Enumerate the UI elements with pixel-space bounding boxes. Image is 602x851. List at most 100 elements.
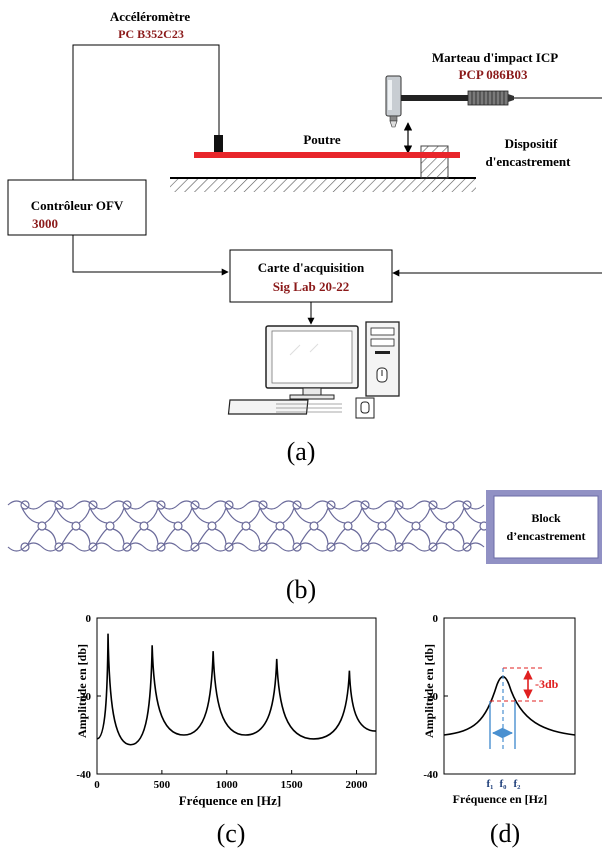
caption-c: (c) xyxy=(217,819,246,848)
chart-d-tick-f0: f₀ xyxy=(500,778,508,790)
lattice-node xyxy=(224,500,234,510)
lattice-node xyxy=(292,542,302,552)
lattice-node xyxy=(122,542,132,552)
lattice-node xyxy=(360,500,370,510)
lattice-node xyxy=(207,521,217,531)
lattice-node xyxy=(326,542,336,552)
lattice-ligament xyxy=(429,507,465,545)
chart-c-ytick-label: -40 xyxy=(76,769,91,781)
lattice-node xyxy=(156,500,166,510)
lattice-bottom-ligaments xyxy=(7,542,485,552)
lattice-node xyxy=(173,521,183,531)
hammer-title: Marteau d'impact ICP xyxy=(432,50,558,65)
accelerometer-wire xyxy=(72,44,220,180)
controller-title: Contrôleur OFV xyxy=(31,198,124,213)
lattice-node xyxy=(377,521,387,531)
chart-c-ticks: 0 500 1000 1500 2000 0 -20 -40 xyxy=(76,613,368,791)
lattice-ligament xyxy=(123,507,159,545)
lattice-ligament xyxy=(225,507,261,545)
beam xyxy=(194,152,460,158)
acquisition-title: Carte d'acquisition xyxy=(258,260,365,275)
lattice-node xyxy=(54,542,64,552)
chart-c-xtick-label: 1500 xyxy=(281,779,304,791)
controller-model: 3000 xyxy=(32,216,58,231)
caption-d: (d) xyxy=(490,819,520,848)
clamp-block xyxy=(420,145,449,179)
lattice-ligament xyxy=(55,507,91,545)
lattice-node xyxy=(258,542,268,552)
acquisition-model: Sig Lab 20-22 xyxy=(273,279,350,294)
lattice-node xyxy=(20,542,30,552)
lattice-node xyxy=(292,500,302,510)
lattice-node xyxy=(88,500,98,510)
chiral-lattice-pattern xyxy=(7,500,499,552)
lattice-node xyxy=(190,500,200,510)
chart-d-ytick-label: -40 xyxy=(423,769,438,781)
chart-c-xtick-label: 2000 xyxy=(346,779,369,791)
chart-c: 0 500 1000 1500 2000 0 -20 -40 Amplitude en [db… xyxy=(75,613,377,848)
lattice-node xyxy=(428,500,438,510)
block-label-line2: d’encastrement xyxy=(506,529,585,543)
lattice-node xyxy=(139,521,149,531)
acquisition-box xyxy=(229,249,393,303)
lattice-node xyxy=(37,521,47,531)
lattice-node xyxy=(411,521,421,531)
impact-hammer-icon xyxy=(385,75,602,128)
chart-d-plot-area xyxy=(443,617,576,775)
lattice-node xyxy=(156,542,166,552)
chart-c-ytick-label: 0 xyxy=(86,613,92,625)
chart-d-xlabel: Fréquence en [Hz] xyxy=(453,792,548,806)
lattice-node xyxy=(241,521,251,531)
lattice-top-ligaments xyxy=(7,500,485,510)
lattice-node xyxy=(190,542,200,552)
lattice-node xyxy=(343,521,353,531)
lattice-ligament xyxy=(157,507,193,545)
block-label-line1: Block xyxy=(531,511,561,525)
accelerometer-model: PC B352C23 xyxy=(118,27,184,41)
lattice-ligament xyxy=(21,507,57,545)
lattice-node xyxy=(224,542,234,552)
lattice-ligament xyxy=(259,507,295,545)
controller-to-acquisition-wire xyxy=(72,235,229,276)
lattice-ligament xyxy=(395,507,431,545)
ground-hatch xyxy=(170,178,476,192)
hammer-model: PCP 086B03 xyxy=(459,67,528,82)
chart-c-plot-area xyxy=(96,617,377,775)
lattice-node xyxy=(105,521,115,531)
lattice-node xyxy=(428,542,438,552)
lattice-ligament xyxy=(327,507,363,545)
lattice-ligament xyxy=(191,507,227,545)
chart-c-ytick-label: -20 xyxy=(76,691,91,703)
caption-a: (a) xyxy=(287,437,316,466)
beam-label: Poutre xyxy=(303,132,341,147)
chart-d-annotation: -3db xyxy=(535,677,559,691)
clamp-label-line2: d'encastrement xyxy=(486,154,572,169)
lattice-node xyxy=(54,500,64,510)
computer-icon xyxy=(227,321,400,419)
lattice-node xyxy=(258,500,268,510)
lattice-node xyxy=(462,542,472,552)
chart-d: 0-20-40 -3db f₁ f₀ f₂ Amplitude en [db] … xyxy=(422,613,576,848)
chart-d-ytick-label: -20 xyxy=(423,691,438,703)
chart-c-xlabel: Fréquence en [Hz] xyxy=(179,793,282,808)
chart-c-xtick-label: 1000 xyxy=(216,779,239,791)
chart-d-ytick-label: 0 xyxy=(433,613,439,625)
panel-a: Accéléromètre PC B352C23 Marteau d'impac… xyxy=(7,9,602,466)
panel-b: Block d’encastrement (b) xyxy=(7,490,602,604)
lattice-node xyxy=(394,542,404,552)
lattice-node xyxy=(326,500,336,510)
lattice-ligament xyxy=(89,507,125,545)
lattice-node xyxy=(360,542,370,552)
chart-d-ylabel: Amplitude en [db] xyxy=(422,644,436,738)
chart-d-ticks: 0 -20 -40 xyxy=(423,613,448,781)
chart-d-tick-f2: f₂ xyxy=(514,778,522,790)
accelerometer-icon xyxy=(214,135,223,152)
lattice-node xyxy=(462,500,472,510)
accelerometer-title: Accéléromètre xyxy=(110,9,191,24)
clamp-label-line1: Dispositif xyxy=(505,136,558,151)
lattice-node xyxy=(88,542,98,552)
lattice-node xyxy=(394,500,404,510)
lattice-node xyxy=(275,521,285,531)
chart-c-ylabel: Amplitude en [db] xyxy=(75,644,89,738)
